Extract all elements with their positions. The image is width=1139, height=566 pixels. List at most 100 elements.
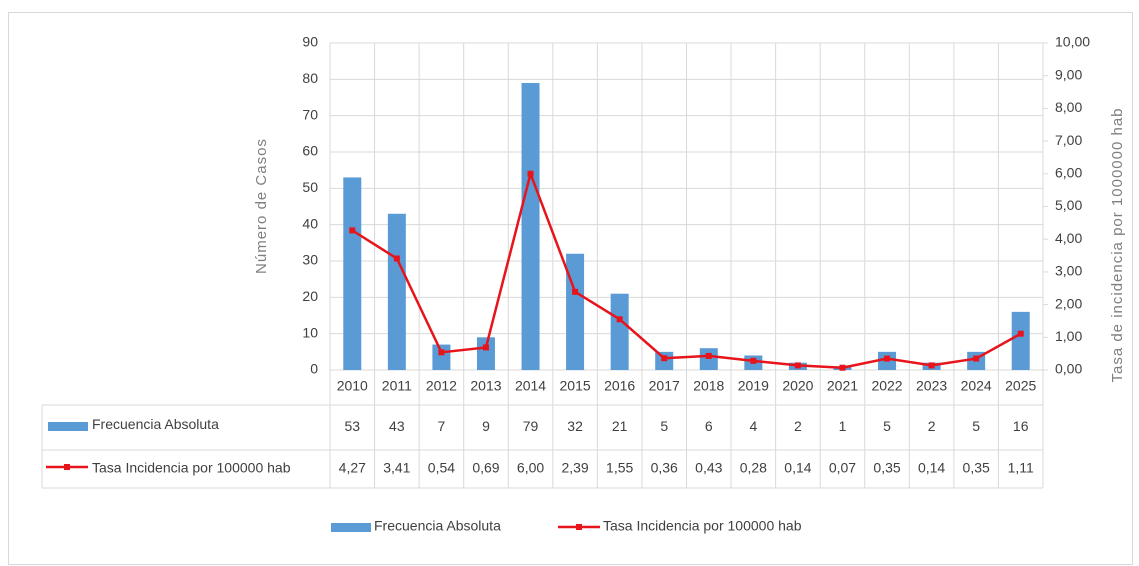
x-tick-label: 2021 (827, 378, 858, 394)
x-tick-label: 2016 (604, 378, 635, 394)
y2-tick-label: 1,00 (1055, 328, 1082, 344)
table-value: 0,07 (829, 460, 856, 476)
marker (1017, 330, 1024, 337)
table-value: 0,14 (918, 460, 945, 476)
y2-tick-label: 0,00 (1055, 361, 1082, 377)
table-value: 0,54 (428, 460, 455, 476)
bar (476, 337, 495, 370)
bar (1011, 311, 1030, 370)
bar (699, 348, 718, 370)
table-value: 2,39 (561, 460, 588, 476)
y-tick-label: 30 (302, 252, 318, 268)
y2-tick-label: 6,00 (1055, 165, 1082, 181)
table-value: 5 (972, 418, 980, 434)
y-tick-label: 60 (302, 143, 318, 159)
chart-border (8, 12, 1133, 565)
table-value: 0,36 (651, 460, 678, 476)
table-value: 0,14 (784, 460, 811, 476)
table-value: 3,41 (383, 460, 410, 476)
x-tick-label: 2012 (426, 378, 457, 394)
table-value: 79 (523, 418, 539, 434)
x-tick-label: 2015 (560, 378, 591, 394)
x-tick-label: 2023 (916, 378, 947, 394)
y-tick-label: 70 (302, 106, 318, 122)
table-value: 7 (438, 418, 446, 434)
legend-marker (64, 464, 70, 470)
marker (349, 227, 356, 234)
bar (521, 82, 540, 370)
marker (482, 344, 489, 351)
table-value: 0,69 (472, 460, 499, 476)
y2-tick-label: 5,00 (1055, 197, 1082, 213)
x-tick-label: 2022 (871, 378, 902, 394)
y-tick-label: 80 (302, 70, 318, 86)
marker (794, 362, 801, 369)
table-value: 0,35 (963, 460, 990, 476)
table-value: 1,55 (606, 460, 633, 476)
marker (750, 357, 757, 364)
marker (705, 352, 712, 359)
table-value: 5 (883, 418, 891, 434)
y-tick-label: 20 (302, 288, 318, 304)
bar (343, 177, 362, 370)
table-value: 2 (928, 418, 936, 434)
y2-tick-label: 4,00 (1055, 230, 1082, 246)
x-tick-label: 2011 (382, 378, 412, 394)
y2-axis-title: Tasa de incidencia por 1000000 hab (1109, 107, 1126, 382)
table-value: 6 (705, 418, 713, 434)
table-value: 0,28 (740, 460, 767, 476)
bar (610, 293, 629, 370)
y-tick-label: 40 (302, 215, 318, 231)
x-tick-label: 2019 (738, 378, 769, 394)
marker (393, 255, 400, 262)
x-tick-label: 2013 (470, 378, 501, 394)
y2-tick-label: 9,00 (1055, 66, 1082, 82)
x-tick-label: 2024 (961, 378, 992, 394)
legend-swatch (48, 422, 88, 431)
y2-tick-label: 8,00 (1055, 99, 1082, 115)
row-header: Tasa Incidencia por 100000 hab (92, 460, 291, 476)
y-axis-title: Número de Casos (253, 138, 270, 274)
bar (566, 253, 585, 370)
y2-tick-label: 2,00 (1055, 295, 1082, 311)
x-tick-label: 2018 (693, 378, 724, 394)
table-value: 32 (567, 418, 583, 434)
table-value: 1 (839, 418, 847, 434)
legend-label: Tasa Incidencia por 100000 hab (603, 518, 802, 534)
legend-marker (576, 524, 582, 530)
table-value: 0,43 (695, 460, 722, 476)
x-tick-label: 2020 (782, 378, 813, 394)
table-value: 21 (612, 418, 628, 434)
row-header: Frecuencia Absoluta (92, 416, 219, 432)
y2-tick-label: 10,00 (1055, 34, 1090, 50)
table-value: 5 (660, 418, 668, 434)
legend-swatch (331, 523, 371, 532)
marker (928, 362, 935, 369)
x-tick-label: 2017 (649, 378, 680, 394)
y2-tick-label: 7,00 (1055, 132, 1082, 148)
marker (884, 355, 891, 362)
table-value: 43 (389, 418, 405, 434)
x-tick-label: 2014 (515, 378, 546, 394)
x-tick-label: 2010 (337, 378, 368, 394)
y-tick-label: 10 (302, 324, 318, 340)
table-value: 2 (794, 418, 802, 434)
marker (438, 349, 445, 356)
y-tick-label: 50 (302, 179, 318, 195)
table-value: 1,11 (1008, 460, 1034, 476)
table-value: 9 (482, 418, 490, 434)
bar (387, 213, 406, 370)
y-tick-label: 90 (302, 34, 318, 50)
marker (572, 288, 579, 295)
table-value: 6,00 (517, 460, 544, 476)
bar (432, 344, 451, 370)
y2-tick-label: 3,00 (1055, 263, 1082, 279)
y-tick-label: 0 (310, 361, 318, 377)
line (351, 169, 1022, 369)
marker (616, 316, 623, 323)
marker (973, 355, 980, 362)
table-value: 4,27 (339, 460, 366, 476)
marker (527, 170, 534, 177)
table-value: 53 (344, 418, 360, 434)
